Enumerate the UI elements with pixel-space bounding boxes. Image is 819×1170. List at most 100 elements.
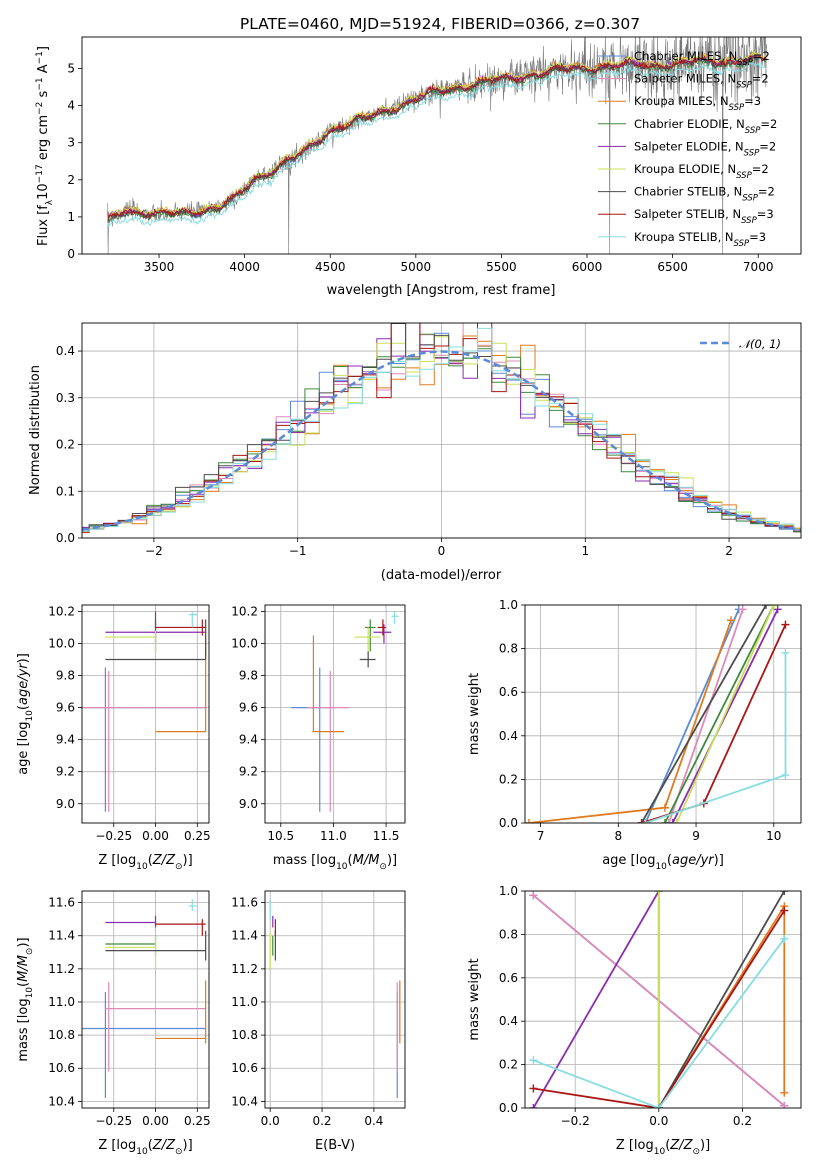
y-tick-label: 3 — [67, 136, 75, 150]
y-tick-label: 5 — [67, 62, 75, 76]
mass_vs_ebv-frame — [264, 890, 406, 1109]
y-tick-label: 9.8 — [56, 669, 75, 683]
errorbar-salpeter_stelib — [155, 919, 206, 936]
legend-text: =3 — [749, 230, 766, 244]
label-part: )] — [387, 853, 397, 868]
x-tick-label: −0.25 — [95, 1114, 132, 1128]
cum-marker-salpeter_stelib — [637, 819, 646, 823]
label-part: ( — [16, 982, 31, 987]
label-part: −1 — [35, 51, 45, 64]
age_vs_mass-axes: 10.5 11.0 11.5 9.0 9.2 9.4 9.6 9.8 10.0 10.2 mass … — [231, 604, 406, 872]
label-part: Z/Z — [152, 853, 176, 868]
cum-line-chabrier_stelib — [640, 605, 767, 823]
label-part: ( — [667, 853, 672, 868]
label-part: )] — [183, 1138, 193, 1153]
cum-marker-kroupa_elodie — [769, 605, 778, 609]
gaussian-reference-line — [82, 350, 801, 532]
y-tick-label: 10.2 — [231, 604, 258, 618]
cum-marker-kroupa_elodie — [654, 891, 663, 895]
residual_hist-axes: −2 −1 0 1 2 0.0 0.1 0.2 0.3 0.4 𝒩(0, 1) (data-model… — [28, 322, 802, 583]
label-part: E(B-V) — [315, 1138, 355, 1153]
y-tick-label: 10.6 — [48, 1061, 75, 1075]
y-tick-label: 0.8 — [499, 927, 518, 941]
label-part: age/yr — [16, 662, 31, 705]
hist-step-salpeter_elodie — [82, 323, 801, 531]
errorbar-kroupa_miles — [155, 635, 207, 733]
cum_Z-axes: −0.2 0.0 0.2 0.0 0.2 0.4 0.6 0.8 1.0 Z [log10(Z/Z… — [467, 884, 802, 1157]
y-tick-label: 9.0 — [56, 797, 75, 811]
errorbar-kroupa_stelib — [188, 611, 198, 628]
x-tick-label: 7 — [537, 829, 545, 843]
cum-marker-kroupa_miles — [780, 1088, 789, 1097]
cum_age-x-label: age [log10(age/yr)] — [602, 853, 724, 872]
errorbar-kroupa_elodie — [354, 627, 381, 655]
legend-text: =2 — [752, 72, 769, 86]
label-part: 10 — [36, 183, 51, 200]
errorbar-kroupa_elodie — [105, 630, 157, 655]
legend-label-kroupa_elodie: Kroupa ELODIE, NSSP=2 — [634, 162, 769, 181]
x-tick-label: 2 — [725, 544, 733, 558]
label-part: 10 — [654, 1147, 666, 1157]
cum-line-salpeter_stelib — [533, 910, 786, 1108]
legend-text: Chabrier STELIB, N — [634, 185, 742, 199]
cum-line-kroupa_miles — [528, 620, 732, 823]
legend-text: Salpeter STELIB, N — [634, 207, 741, 221]
x-tick-label: −0.25 — [95, 829, 132, 843]
x-tick-label: −1 — [289, 544, 307, 558]
age_vs_mass-frame — [264, 604, 406, 824]
errorbar-chabrier_elodie — [365, 619, 376, 652]
y-tick-label: 0.3 — [56, 391, 75, 405]
legend-text: =2 — [760, 117, 777, 131]
legend-label-salpeter_stelib: Salpeter STELIB, NSSP=3 — [634, 207, 774, 226]
legend-label-salpeter_elodie: Salpeter ELODIE, NSSP=2 — [634, 139, 776, 158]
hist-y-label: Normed distribution — [28, 365, 43, 495]
cum-marker-salpeter_stelib — [781, 620, 790, 629]
cum-marker-salpeter_miles — [780, 1101, 789, 1108]
y-tick-label: 10.8 — [48, 1028, 75, 1042]
cum-marker-salpeter_elodie — [529, 1104, 538, 1108]
label-part: Z [log — [616, 1138, 654, 1153]
label-part: )] — [16, 653, 31, 663]
cum-marker-salpeter_elodie — [668, 819, 677, 823]
label-part: ( — [348, 853, 353, 868]
mass_vs_Z-frame — [81, 890, 210, 1109]
errorbar-salpeter_stelib — [155, 619, 206, 636]
cum-marker-kroupa_elodie — [672, 819, 681, 823]
x-tick-label: 8 — [614, 829, 622, 843]
label-part: mass [log — [16, 998, 31, 1061]
cum_Z-plot-area — [529, 891, 789, 1108]
hist-legend: 𝒩(0, 1) — [700, 337, 781, 351]
label-part: ⊙ — [175, 1147, 183, 1157]
legend-text: Salpeter MILES, N — [634, 72, 736, 86]
y-tick-label: 9.4 — [56, 733, 75, 747]
legend-text: =2 — [758, 185, 775, 199]
x-tick-label: 0.00 — [142, 829, 169, 843]
mass_vs_Z-plot-area — [82, 899, 207, 1099]
y-tick-label: 0.2 — [499, 772, 518, 786]
errorbar-chabrier_stelib — [105, 930, 207, 961]
y-tick-label: 9.6 — [239, 701, 258, 715]
cum-marker-kroupa_miles — [525, 819, 533, 823]
y-tick-label: 11.4 — [48, 929, 75, 943]
label-part: 10 — [655, 862, 667, 872]
errorbar-chabrier_stelib — [359, 651, 376, 668]
y-tick-label: 0.4 — [56, 344, 75, 358]
legend-label-kroupa_miles: Kroupa MILES, NSSP=3 — [634, 94, 761, 113]
x-tick-label: 0.2 — [733, 1114, 752, 1128]
cum-line-salpeter_miles — [667, 609, 744, 823]
legend-text: =2 — [752, 162, 769, 176]
y-tick-label: 2 — [67, 173, 75, 187]
hist-step-salpeter_miles — [82, 323, 801, 533]
legend-label-salpeter_miles: Salpeter MILES, NSSP=2 — [634, 72, 769, 91]
label-part: Z/Z — [669, 1138, 693, 1153]
legend-label-gaussian: 𝒩(0, 1) — [739, 337, 781, 351]
legend-label-chabrier_miles: Chabrier MILES, NSSP=2 — [634, 49, 770, 68]
legend-text: =2 — [759, 139, 776, 153]
legend-sub: SSP — [734, 239, 750, 249]
legend-sub: SSP — [736, 81, 752, 91]
errorbar-kroupa_elodie — [105, 935, 157, 969]
x-tick-label: 11.5 — [373, 829, 400, 843]
label-part: age [log — [16, 722, 31, 775]
